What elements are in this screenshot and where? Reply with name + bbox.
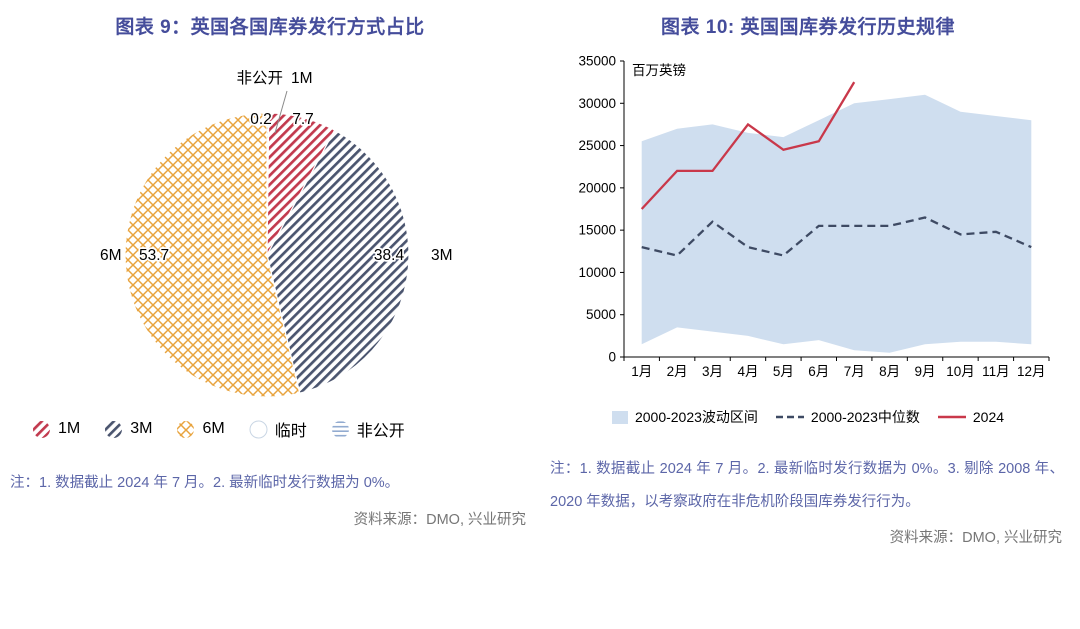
line-legend-item-dashed: 2000-2023中位数 — [775, 407, 920, 427]
line-chart-svg: 0 5000 10000 15000 20000 25000 30000 35000 1月 2月 3… — [578, 54, 1050, 379]
chart9-note: 注：1. 数据截止 2024 年 7 月。2. 最新临时发行数据为 0%。 — [10, 475, 400, 491]
pie-annotation-6M-value: 53.7 — [139, 247, 169, 264]
band-swatch-icon — [611, 410, 628, 424]
band-range-area — [641, 94, 1032, 353]
solid-line-swatch-icon — [937, 415, 966, 419]
x-tick-label: 11月 — [982, 364, 1010, 379]
chart9-source: 资料来源：DMO, 兴业研究 — [353, 512, 526, 528]
pie-annotation-1M-value: 7.7 — [292, 111, 314, 128]
pie-annotation-非公开-name: 非公开 — [236, 69, 283, 87]
pie-slice-3M — [265, 129, 410, 394]
y-tick-label: 5000 — [586, 307, 616, 322]
pie-annotation-3M-name: 3M — [431, 247, 453, 264]
chart10-section: 图表 10: 英国国库券发行历史规律 0 5000 10000 15000 20000 2… — [538, 0, 1078, 629]
chart10-title: 图表 10: 英国国库券发行历史规律 — [660, 17, 956, 38]
pie-legend-item-1M: 1M — [32, 420, 80, 439]
x-tick-label: 2月 — [667, 364, 688, 379]
pie-legend-item-临时: 临时 — [249, 417, 307, 441]
y-tick-label: 25000 — [578, 138, 616, 153]
x-tick-label: 6月 — [808, 364, 829, 379]
pie-legend-marker-icon — [105, 420, 123, 438]
pie-annotation-1M-name: 1M — [291, 70, 313, 87]
pie-legend-label: 非公开 — [356, 423, 405, 440]
pie-annotation-6M-name: 6M — [100, 247, 122, 264]
pie-legend-label: 1M — [58, 420, 81, 437]
x-tick-label: 1月 — [631, 364, 652, 379]
pie-legend-label: 3M — [130, 420, 153, 437]
line-legend-item-band: 2000-2023波动区间 — [611, 407, 758, 427]
pie-slice-6M — [123, 112, 300, 398]
pie-legend-marker-icon — [331, 420, 349, 438]
pie-leader-line — [274, 90, 287, 134]
dashed-line-swatch-icon — [775, 415, 804, 419]
pie-legend-item-6M: 6M — [176, 420, 225, 439]
y-tick-label: 20000 — [578, 180, 616, 195]
pie-legend-label: 6M — [202, 420, 225, 437]
x-tick-label: 5月 — [773, 364, 794, 379]
y-tick-label: 15000 — [578, 223, 616, 238]
line-legend-label: 2024 — [972, 409, 1005, 425]
y-tick-label: 35000 — [578, 54, 616, 69]
line-legend-label: 2000-2023波动区间 — [634, 409, 758, 425]
pie-legend-label: 临时 — [274, 423, 307, 440]
chart10-source: 资料来源：DMO, 兴业研究 — [889, 529, 1062, 546]
chart9-title: 图表 9：英国各国库券发行方式占比 — [115, 17, 425, 38]
pie-annotation-非公开-value: 0.2 — [250, 111, 272, 128]
pie-annotation-3M-value: 38.4 — [373, 247, 404, 264]
y-tick-label: 30000 — [578, 96, 616, 111]
x-tick-label: 8月 — [879, 364, 900, 379]
pie-legend-marker-icon — [177, 420, 195, 438]
x-tick-label: 4月 — [737, 364, 758, 379]
pie-chart-svg: 非公开 1M 0.2 7.7 38.4 3M 6M 53.7 — [98, 67, 454, 398]
chart10-note: 注：1. 数据截止 2024 年 7 月。2. 最新临时发行数据为 0%。3. … — [550, 461, 1064, 511]
line-legend-item-line: 2024 — [937, 409, 1005, 425]
line-legend-label: 2000-2023中位数 — [810, 409, 920, 425]
line-2024 — [640, 81, 856, 210]
pie-legend: 1M 3M 6M 临时 非公开 — [32, 417, 538, 441]
chart9-section: 图表 9：英国各国库券发行方式占比 非公开 1M 0.2 7.7 38.4 3M 6M 53.… — [0, 0, 538, 629]
pie-legend-item-3M: 3M — [104, 420, 152, 439]
x-tick-label: 9月 — [915, 364, 936, 379]
x-tick-label: 3月 — [702, 364, 723, 379]
line-legend: 2000-2023波动区间 2000-2023中位数 2024 — [538, 407, 1078, 427]
pie-legend-marker-icon — [33, 420, 50, 438]
unit-label: 百万英镑 — [632, 62, 686, 78]
x-tick-label: 7月 — [844, 364, 865, 379]
x-tick-label: 10月 — [946, 364, 975, 379]
pie-legend-item-非公开: 非公开 — [331, 417, 405, 441]
x-tick-label: 12月 — [1017, 364, 1046, 379]
y-tick-label: 0 — [608, 350, 616, 365]
y-tick-label: 10000 — [578, 265, 616, 280]
pie-legend-marker-icon — [249, 420, 268, 438]
